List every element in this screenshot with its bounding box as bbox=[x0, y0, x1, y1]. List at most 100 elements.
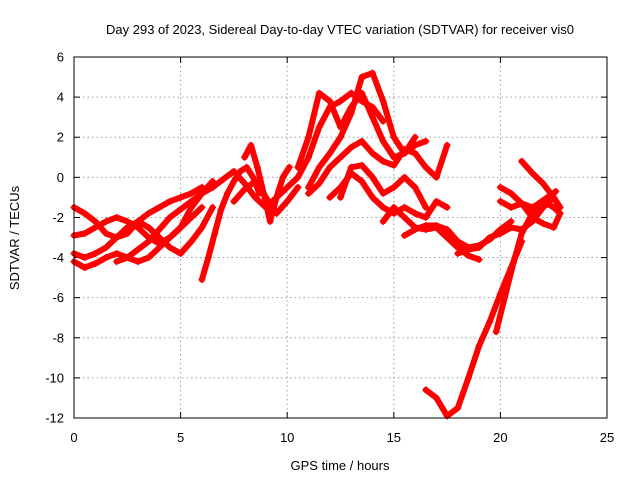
data-point bbox=[368, 149, 376, 157]
data-point bbox=[454, 244, 462, 252]
data-point bbox=[219, 175, 227, 183]
data-point bbox=[315, 179, 323, 187]
data-point bbox=[155, 203, 163, 211]
data-point bbox=[556, 209, 564, 217]
data-point bbox=[166, 213, 174, 221]
series-line bbox=[305, 138, 451, 197]
data-point bbox=[422, 221, 430, 229]
data-point bbox=[379, 189, 387, 197]
data-point bbox=[253, 163, 261, 171]
data-point bbox=[113, 234, 121, 241]
data-point bbox=[422, 137, 430, 145]
data-point bbox=[550, 193, 558, 201]
data-point bbox=[443, 203, 451, 211]
data-point bbox=[145, 238, 153, 246]
series-s14 bbox=[337, 161, 430, 211]
data-point bbox=[539, 197, 547, 205]
y-tick-label: -4 bbox=[52, 250, 64, 265]
y-tick-label: 4 bbox=[57, 90, 64, 105]
data-point bbox=[518, 199, 526, 207]
data-point bbox=[337, 97, 344, 105]
data-point bbox=[368, 113, 376, 121]
data-point bbox=[198, 276, 206, 284]
data-point bbox=[211, 229, 219, 237]
data-point bbox=[145, 209, 153, 217]
series-line bbox=[198, 164, 263, 283]
y-tick-label: -8 bbox=[52, 330, 64, 345]
data-point bbox=[91, 260, 99, 268]
data-point bbox=[337, 153, 344, 161]
data-point bbox=[432, 394, 440, 402]
data-point bbox=[400, 173, 408, 181]
data-point bbox=[230, 177, 238, 185]
data-point bbox=[305, 189, 313, 197]
series-line bbox=[493, 188, 559, 335]
data-point bbox=[432, 173, 440, 181]
series-s5 bbox=[113, 167, 270, 266]
data-point bbox=[155, 244, 163, 252]
data-point bbox=[400, 231, 408, 239]
data-point bbox=[217, 205, 225, 213]
data-point bbox=[475, 256, 483, 264]
data-point bbox=[422, 386, 430, 394]
data-point bbox=[294, 163, 302, 171]
data-point bbox=[230, 167, 238, 175]
series-s2 bbox=[70, 203, 206, 248]
data-point bbox=[81, 254, 89, 262]
data-point bbox=[518, 157, 526, 165]
data-point bbox=[496, 229, 504, 237]
data-point bbox=[390, 203, 398, 211]
series-line bbox=[422, 238, 525, 419]
series-s21 bbox=[518, 157, 564, 211]
data-point bbox=[187, 238, 195, 246]
data-point bbox=[528, 169, 536, 177]
data-point bbox=[368, 173, 376, 181]
data-point bbox=[337, 133, 344, 141]
data-point bbox=[358, 161, 366, 169]
data-point bbox=[81, 229, 89, 237]
data-point bbox=[283, 183, 291, 191]
data-point bbox=[432, 221, 440, 229]
data-point bbox=[539, 203, 547, 211]
data-point bbox=[187, 189, 195, 197]
data-point bbox=[230, 197, 238, 205]
data-point bbox=[113, 258, 121, 266]
data-point bbox=[486, 318, 494, 326]
data-point bbox=[123, 223, 131, 231]
data-point bbox=[326, 193, 334, 201]
data-point bbox=[492, 328, 500, 336]
x-tick-label: 25 bbox=[600, 430, 614, 445]
y-tick-label: 0 bbox=[57, 170, 64, 185]
data-point bbox=[134, 258, 142, 266]
data-point bbox=[145, 223, 153, 231]
data-point bbox=[209, 183, 217, 191]
data-point bbox=[347, 163, 355, 171]
data-point bbox=[279, 173, 287, 181]
data-point bbox=[358, 73, 366, 81]
data-point bbox=[379, 157, 387, 165]
data-point bbox=[358, 177, 366, 185]
data-point bbox=[550, 203, 558, 211]
data-point bbox=[113, 250, 121, 258]
data-point bbox=[134, 217, 142, 225]
y-tick-label: 2 bbox=[57, 130, 64, 145]
data-point bbox=[236, 167, 244, 175]
data-point bbox=[166, 234, 174, 241]
data-point bbox=[305, 153, 313, 161]
data-point bbox=[102, 229, 110, 237]
data-point bbox=[411, 133, 419, 141]
data-point bbox=[91, 250, 99, 258]
data-point bbox=[528, 213, 536, 221]
data-point bbox=[443, 234, 451, 241]
data-point bbox=[251, 193, 259, 201]
y-tick-label: 6 bbox=[57, 50, 64, 65]
data-point bbox=[411, 225, 419, 233]
data-point bbox=[411, 209, 419, 217]
y-tick-label: -10 bbox=[45, 370, 64, 385]
data-point bbox=[552, 187, 560, 195]
data-point bbox=[102, 254, 110, 262]
data-point bbox=[390, 161, 398, 169]
data-point bbox=[411, 149, 419, 157]
data-point bbox=[507, 203, 515, 211]
